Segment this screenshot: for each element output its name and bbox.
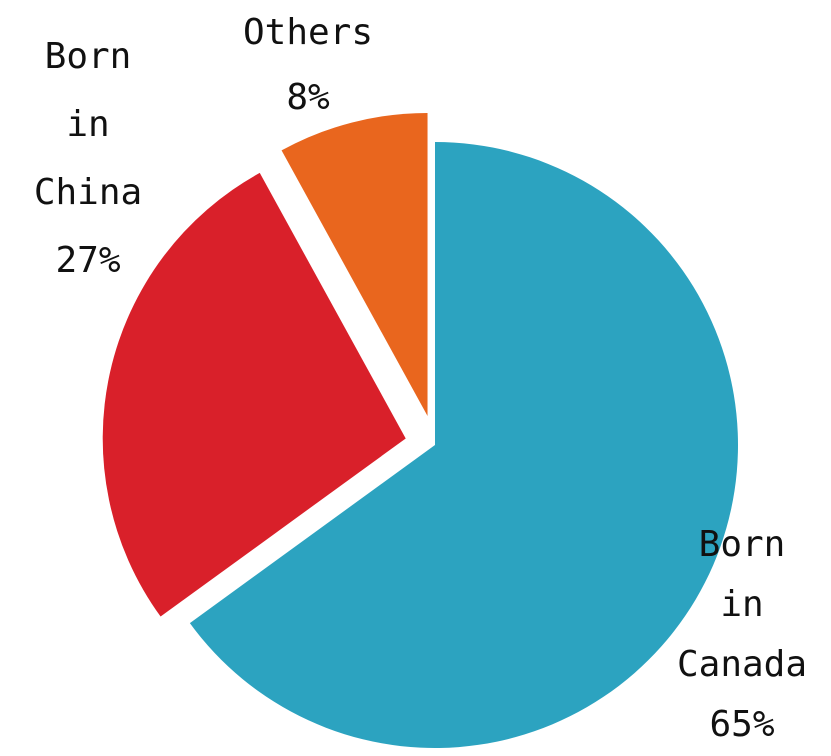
value-label: 8%: [286, 77, 330, 118]
category-label: Others: [242, 12, 374, 53]
pie-slice: [102, 172, 406, 617]
category-label: Born in China: [33, 36, 143, 213]
category-label: Born in Canada: [676, 524, 808, 685]
pie-slice: [189, 142, 738, 748]
value-label: 27%: [55, 240, 121, 281]
slice-label: Born in Canada 65%: [652, 515, 831, 755]
pie-slice: [281, 112, 428, 416]
value-label: 65%: [709, 704, 775, 745]
slice-label: Others 8%: [218, 0, 398, 130]
slice-label: Born in China 27%: [0, 23, 178, 295]
